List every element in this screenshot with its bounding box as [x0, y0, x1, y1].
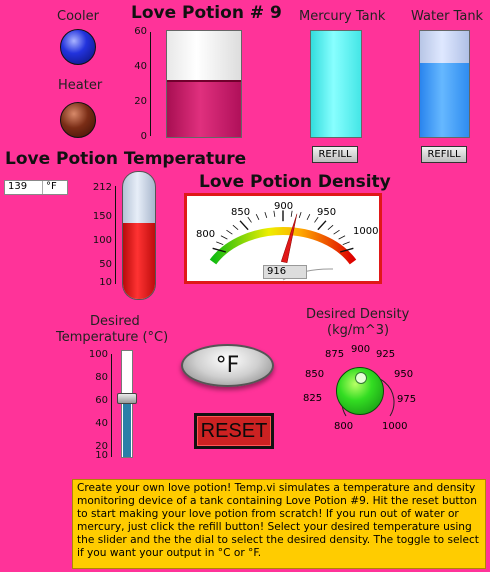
thermometer	[122, 171, 156, 300]
density-gauge-tick	[298, 211, 302, 219]
water-refill-button[interactable]: REFILL	[421, 146, 467, 163]
mercury-refill-button[interactable]: REFILL	[312, 146, 358, 163]
density-gauge-tick	[290, 210, 293, 217]
heater-label: Heater	[58, 78, 103, 93]
desired-temp-label-1: Desired	[90, 314, 140, 329]
density-gauge-tick	[255, 214, 260, 221]
potion-fill	[167, 79, 241, 137]
density-gauge-tick	[247, 216, 252, 223]
temperature-slider-fill	[123, 398, 131, 457]
density-tick-1000: 1000	[353, 226, 379, 237]
reset-button-frame: RESET	[194, 413, 274, 449]
density-gauge-tick	[226, 229, 233, 235]
desired-density-label-1: Desired Density	[306, 307, 410, 322]
density-tick-800: 800	[196, 229, 216, 240]
cooler-led	[60, 29, 96, 65]
density-tick-900: 900	[274, 201, 294, 212]
dial-tick-1000: 1000	[382, 421, 408, 432]
dial-tick-950: 950	[394, 369, 414, 380]
dial-tick-800: 800	[334, 421, 354, 432]
desired-density-label-2: (kg/m^3)	[327, 323, 390, 338]
water-tank	[419, 30, 470, 138]
density-gauge-tick	[232, 224, 239, 230]
temp-tick-150: 150	[92, 211, 112, 222]
density-tick-850: 850	[231, 207, 251, 218]
potion-tick-20: 20	[134, 96, 147, 107]
water-tank-title: Water Tank	[411, 9, 484, 24]
temp-tick-100: 100	[92, 235, 112, 246]
mercury-fill	[311, 31, 361, 137]
slider-tick-40: 40	[95, 418, 108, 429]
desired-temp-label-2: Temperature (°C)	[56, 330, 169, 345]
density-gauge: 800 850 900 950 1000 916	[184, 193, 382, 284]
dial-tick-850: 850	[305, 369, 325, 380]
density-dial-indicator	[355, 372, 367, 384]
water-fill	[420, 62, 469, 137]
temperature-value: 139	[5, 181, 43, 194]
description-note: Create your own love potion! Temp.vi sim…	[72, 479, 486, 569]
density-gauge-tick	[333, 229, 340, 235]
density-gauge-tick	[339, 247, 354, 253]
slider-tick-80: 80	[95, 372, 108, 383]
potion-tank	[166, 30, 242, 138]
slider-axis	[111, 354, 112, 457]
temp-tick-10: 10	[99, 277, 112, 288]
density-title: Love Potion Density	[199, 172, 391, 192]
temp-axis	[115, 186, 116, 284]
density-gauge-tick	[338, 235, 346, 240]
dial-tick-900: 900	[351, 344, 371, 355]
temperature-slider-thumb[interactable]	[117, 393, 137, 405]
density-gauge-tick	[306, 214, 311, 221]
density-gauge-tick	[220, 235, 228, 240]
potion-tick-60: 60	[134, 26, 147, 37]
mercury-tank-title: Mercury Tank	[299, 9, 386, 24]
dial-tick-975: 975	[397, 394, 417, 405]
potion-tick-0: 0	[140, 131, 147, 142]
slider-tick-100: 100	[88, 349, 108, 360]
slider-tick-60: 60	[95, 395, 108, 406]
potion-tank-title: Love Potion # 9	[131, 3, 282, 23]
dial-tick-875: 875	[325, 349, 345, 360]
density-gauge-tick	[273, 210, 276, 217]
density-gauge-tick	[327, 224, 334, 230]
heater-led	[60, 102, 96, 138]
dial-tick-825: 825	[303, 393, 323, 404]
temperature-unit: °F	[46, 181, 57, 192]
density-gauge-tick	[216, 241, 224, 245]
temp-tick-50: 50	[99, 259, 112, 270]
mercury-tank	[310, 30, 362, 138]
cooler-label: Cooler	[57, 9, 99, 24]
density-needle	[280, 213, 298, 263]
temperature-readout: 139 °F	[4, 180, 68, 195]
density-value: 916	[263, 265, 307, 279]
temperature-title: Love Potion Temperature	[5, 149, 247, 169]
density-gauge-tick	[314, 216, 319, 223]
unit-toggle[interactable]: °F	[181, 344, 274, 387]
density-gauge-tick	[239, 220, 249, 231]
slider-tick-10: 10	[95, 450, 108, 461]
density-dial-knob[interactable]	[336, 367, 384, 415]
thermometer-fill	[123, 222, 155, 299]
slider-tick-20: 20	[95, 441, 108, 452]
dial-tick-925: 925	[376, 349, 396, 360]
reset-button[interactable]: RESET	[197, 416, 271, 446]
temp-tick-212: 212	[92, 182, 112, 193]
potion-tank-axis	[150, 32, 151, 136]
density-gauge-tick	[342, 241, 350, 245]
density-gauge-tick	[317, 220, 327, 231]
density-dial-area: 800 825 850 875 900 925 950 975 1000	[303, 344, 428, 436]
density-gauge-tick	[212, 247, 227, 253]
potion-tick-40: 40	[134, 61, 147, 72]
density-gauge-tick	[264, 211, 268, 219]
density-tick-950: 950	[317, 207, 337, 218]
